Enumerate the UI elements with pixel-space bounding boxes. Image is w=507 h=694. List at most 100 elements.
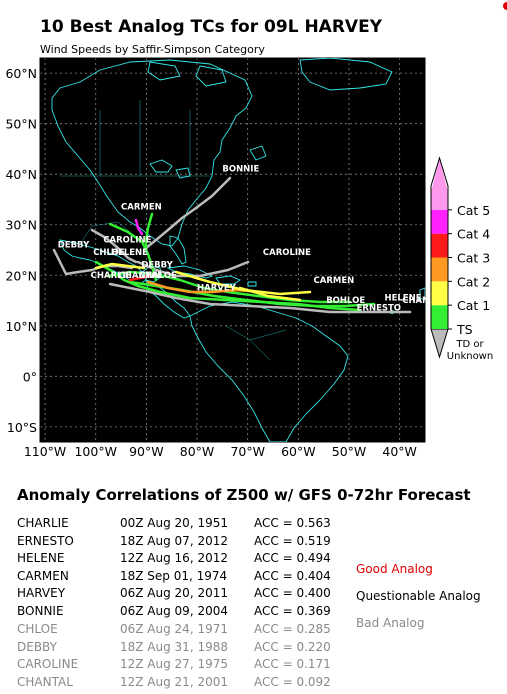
- analog-acc: ACC = 0.220: [254, 640, 331, 654]
- track-bonnie-origin: [144, 212, 154, 252]
- analog-date: 12Z Aug 21, 2001: [120, 675, 228, 689]
- storm-label: HARVEY: [197, 283, 237, 293]
- analog-acc: ACC = 0.285: [254, 622, 331, 636]
- storm-label: CHANTAL: [119, 271, 164, 281]
- lat-tick-label: 10°S: [7, 420, 37, 435]
- storm-labels: BONNIECARMENDEBBYCAROLINECHLOEHELENEDEBB…: [58, 165, 447, 314]
- colorbar-segment: [431, 257, 448, 282]
- analog-date: 06Z Aug 20, 2011: [120, 586, 228, 600]
- analog-acc: ACC = 0.369: [254, 604, 331, 618]
- track-caroline-west: [90, 228, 138, 264]
- storm-label: DEBBY: [58, 240, 90, 250]
- analog-acc: ACC = 0.400: [254, 586, 331, 600]
- colorbar-category-label: Cat 1: [457, 298, 490, 313]
- analog-acc: ACC = 0.171: [254, 657, 331, 671]
- country-borders: [60, 100, 287, 361]
- colorbar-category-label: Cat 4: [457, 227, 490, 242]
- map-grid: [39, 57, 426, 443]
- track-atlantic-segment: [238, 286, 302, 302]
- colorbar-category-label: Cat 2: [457, 274, 490, 289]
- colorbar-category-label: Cat 3: [457, 251, 490, 266]
- analog-acc: ACC = 0.519: [254, 534, 331, 548]
- corner-red-dot: [503, 2, 507, 10]
- lat-tick-label: 60°N: [5, 66, 37, 81]
- map-axis-labels: 110°W 100°W 90°W 80°W 70°W 60°W 50°W 40°W 60°N 50…: [5, 66, 416, 459]
- colorbar-category-label: TS: [456, 322, 473, 337]
- colorbar-segment: [431, 158, 448, 210]
- analog-name: CHARLIE: [17, 516, 69, 530]
- analog-name: BONNIE: [17, 604, 64, 618]
- lat-tick-label: 10°N: [5, 319, 37, 334]
- category-colorbar: TS Cat 1 Cat 2 Cat 3 Cat 4 Cat 5: [430, 156, 490, 359]
- track-intense-segment: [128, 274, 152, 282]
- track-gulf-segment: [94, 262, 146, 270]
- lon-tick-label: 110°W: [24, 444, 66, 459]
- lon-tick-label: 100°W: [74, 444, 116, 459]
- storm-label: CAROLINE: [263, 248, 311, 258]
- storm-label: HELENE: [111, 248, 148, 258]
- analog-date: 06Z Aug 24, 1971: [120, 622, 228, 636]
- storm-label: CARMEN: [314, 276, 355, 286]
- analog-name: CHANTAL: [17, 675, 73, 689]
- analog-acc: ACC = 0.092: [254, 675, 331, 689]
- analog-name: CAROLINE: [17, 657, 79, 671]
- storm-label: CHLOE: [93, 248, 125, 258]
- legend-questionable-analog: Questionable Analog: [356, 589, 481, 603]
- track-bonnie: [144, 176, 232, 250]
- colorbar-below-label-1: TD or: [455, 339, 484, 350]
- track-helene: [106, 270, 352, 304]
- analog-date: 18Z Aug 31, 1988: [120, 640, 228, 654]
- storm-label: DEBBY: [141, 261, 173, 271]
- storm-tracks: [52, 176, 412, 314]
- track-debby: [52, 248, 134, 276]
- analog-date: 06Z Aug 09, 2004: [120, 604, 228, 618]
- analog-name: HARVEY: [17, 586, 66, 600]
- analog-date: 12Z Aug 27, 1975: [120, 657, 228, 671]
- lat-tick-label: 0°: [23, 369, 37, 384]
- acc-section-title: Anomaly Correlations of Z500 w/ GFS 0-72…: [17, 486, 471, 504]
- colorbar-below-triangle: [430, 328, 449, 359]
- analog-acc: ACC = 0.563: [254, 516, 331, 530]
- analog-acc: ACC = 0.494: [254, 551, 331, 565]
- analog-name: HELENE: [17, 551, 65, 565]
- lon-tick-label: 60°W: [281, 444, 316, 459]
- map-frame: [39, 57, 426, 443]
- colorbar-category-label: Cat 5: [457, 203, 490, 218]
- storm-label: HELENE: [384, 294, 421, 304]
- lon-tick-label: 90°W: [129, 444, 164, 459]
- analog-acc: ACC = 0.404: [254, 569, 331, 583]
- page-subtitle: Wind Speeds by Saffir-Simpson Category: [40, 43, 265, 56]
- lon-tick-label: 40°W: [382, 444, 417, 459]
- colorbar-segment: [431, 233, 448, 258]
- lon-tick-label: 70°W: [230, 444, 265, 459]
- colorbar-segment: [431, 305, 448, 329]
- storm-label: BONNIE: [222, 165, 259, 175]
- lon-tick-label: 50°W: [332, 444, 367, 459]
- lat-tick-label: 50°N: [5, 117, 37, 132]
- storm-label: CHALOE: [139, 271, 177, 281]
- storm-label: BOHLOE: [326, 296, 365, 306]
- storm-label: ERNESTO: [357, 304, 401, 314]
- analog-track-map: BONNIECARMENDEBBYCAROLINECHLOEHELENEDEBB…: [5, 57, 493, 459]
- colorbar-segment: [431, 281, 448, 306]
- analog-name: DEBBY: [17, 640, 57, 654]
- colorbar-outline: [430, 156, 449, 329]
- analog-date: 12Z Aug 16, 2012: [120, 551, 228, 565]
- analog-date: 00Z Aug 20, 1951: [120, 516, 228, 530]
- analog-name: ERNESTO: [17, 534, 74, 548]
- page-title: 10 Best Analog TCs for 09L HARVEY: [40, 17, 383, 37]
- storm-label: CHANTAL: [402, 296, 447, 306]
- analog-name: CARMEN: [17, 569, 69, 583]
- storm-label: CAROLINE: [103, 235, 151, 245]
- storm-label: CHARLIE: [91, 271, 132, 281]
- colorbar-below-label-2: Unknown: [447, 351, 493, 362]
- lat-tick-label: 40°N: [5, 167, 37, 182]
- lon-tick-label: 80°W: [180, 444, 215, 459]
- analog-date: 18Z Aug 07, 2012: [120, 534, 228, 548]
- track-cat5-segment: [134, 218, 144, 236]
- colorbar-segment: [431, 209, 448, 234]
- lat-tick-label: 30°N: [5, 218, 37, 233]
- analog-name: CHLOE: [17, 622, 58, 636]
- legend-bad-analog: Bad Analog: [356, 616, 425, 630]
- storm-label: CARMEN: [121, 203, 162, 213]
